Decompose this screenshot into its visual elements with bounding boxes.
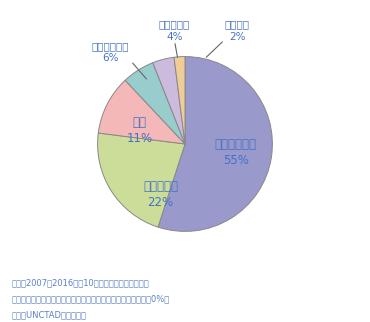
Text: ベトナム
2%: ベトナム 2% [225,19,250,42]
Wedge shape [174,57,185,144]
Text: 資料：UNCTADから作成。: 資料：UNCTADから作成。 [11,311,86,320]
Text: 備考：2007～2016年の10年間の平均でみた割合。: 備考：2007～2016年の10年間の平均でみた割合。 [11,279,149,288]
Text: マレーシア
22%: マレーシア 22% [143,180,178,209]
Text: フィリピン
4%: フィリピン 4% [159,19,190,42]
Wedge shape [98,80,185,144]
Text: シンガポール
55%: シンガポール 55% [215,138,257,167]
Text: タイ
11%: タイ 11% [127,116,152,145]
Text: インドネシア
6%: インドネシア 6% [92,41,130,63]
Wedge shape [98,133,185,227]
Wedge shape [158,57,272,232]
Text: なお、ブルネイ、カンボジア、ラオス、ミャンマーは約0%。: なお、ブルネイ、カンボジア、ラオス、ミャンマーは約0%。 [11,295,169,304]
Wedge shape [125,63,185,144]
Wedge shape [153,57,185,144]
